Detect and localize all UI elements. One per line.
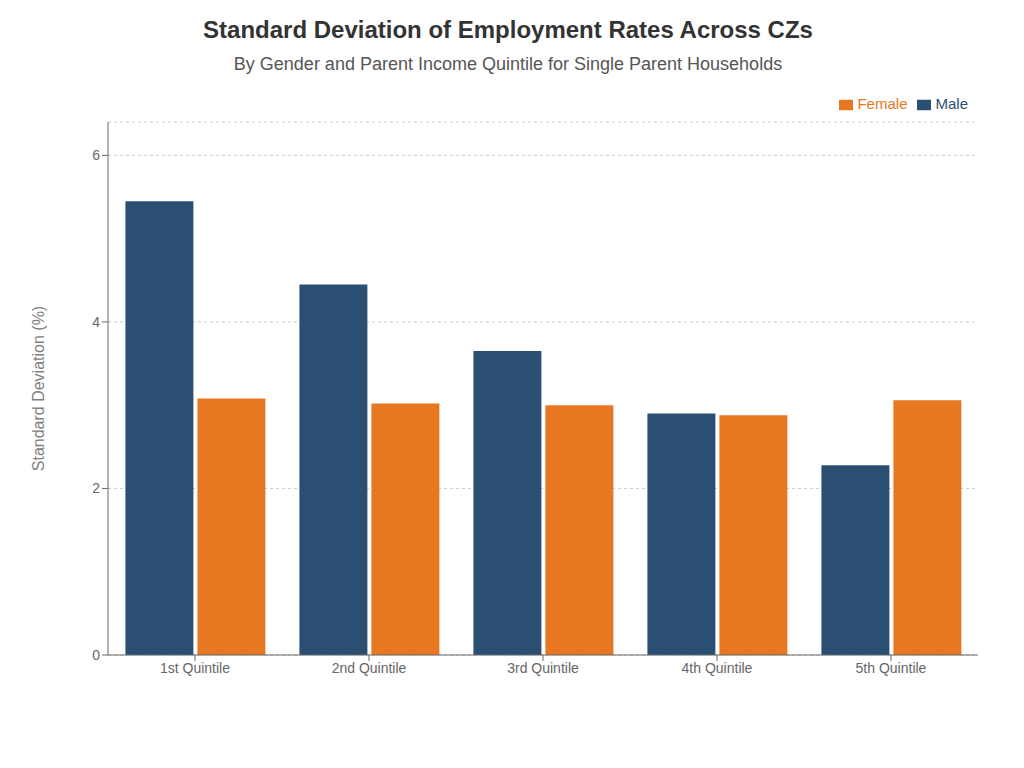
svg-text:4th Quintile: 4th Quintile [682, 660, 753, 676]
svg-text:2nd Quintile: 2nd Quintile [332, 660, 407, 676]
svg-text:2: 2 [92, 480, 100, 496]
svg-text:5th Quintile: 5th Quintile [856, 660, 927, 676]
html-text:By Gender and Parent Income Qu: By Gender and Parent Income Quintile for… [233, 54, 783, 74]
svg-text:3rd Quintile: 3rd Quintile [507, 660, 579, 676]
html-text:Standard Deviation of Employme: Standard Deviation of Employment Rates A… [203, 16, 813, 43]
html-text:Female: Female [857, 95, 908, 112]
svg-text:1st Quintile: 1st Quintile [160, 660, 230, 676]
svg-text:Standard Deviation (%): Standard Deviation (%) [30, 306, 47, 471]
svg-text:4: 4 [92, 314, 100, 330]
html-text:Male: Male [935, 95, 968, 112]
svg-text:0: 0 [92, 647, 100, 663]
svg-text:6: 6 [92, 147, 100, 163]
